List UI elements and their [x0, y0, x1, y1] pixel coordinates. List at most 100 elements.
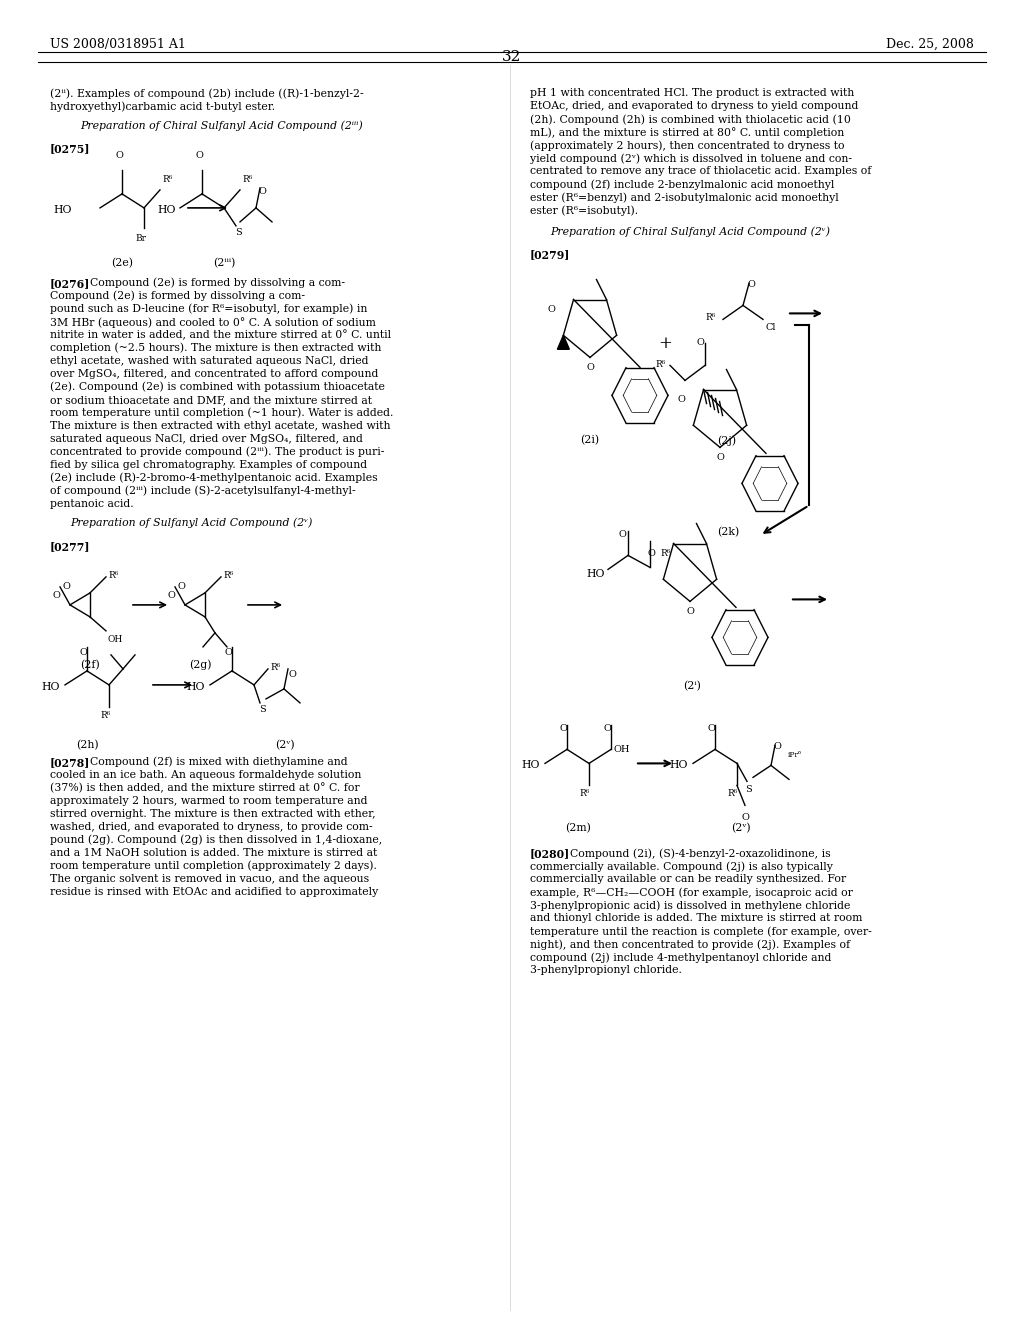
- Text: and a 1M NaOH solution is added. The mixture is stirred at: and a 1M NaOH solution is added. The mix…: [50, 847, 377, 858]
- Text: O: O: [195, 150, 203, 160]
- Text: EtOAc, dried, and evaporated to dryness to yield compound: EtOAc, dried, and evaporated to dryness …: [530, 102, 858, 111]
- Text: The mixture is then extracted with ethyl acetate, washed with: The mixture is then extracted with ethyl…: [50, 421, 390, 430]
- Text: O: O: [79, 648, 87, 657]
- Text: (2e). Compound (2e) is combined with potassium thioacetate: (2e). Compound (2e) is combined with pot…: [50, 381, 385, 392]
- Text: R⁶: R⁶: [580, 789, 590, 799]
- Text: [0279]: [0279]: [530, 249, 570, 260]
- Text: stirred overnight. The mixture is then extracted with ether,: stirred overnight. The mixture is then e…: [50, 809, 376, 818]
- Text: The organic solvent is removed in vacuo, and the aqueous: The organic solvent is removed in vacuo,…: [50, 874, 369, 884]
- Text: HO: HO: [521, 760, 540, 771]
- Text: centrated to remove any trace of thiolacetic acid. Examples of: centrated to remove any trace of thiolac…: [530, 166, 871, 176]
- Text: (2m): (2m): [565, 824, 591, 834]
- Text: commercially available or can be readily synthesized. For: commercially available or can be readily…: [530, 874, 846, 884]
- Text: O: O: [648, 549, 656, 558]
- Text: Cl: Cl: [765, 323, 775, 333]
- Text: S: S: [234, 228, 242, 236]
- Text: completion (~2.5 hours). The mixture is then extracted with: completion (~2.5 hours). The mixture is …: [50, 343, 381, 354]
- Text: HO: HO: [53, 205, 72, 215]
- Text: O: O: [707, 725, 715, 734]
- Text: (2ᵛ): (2ᵛ): [731, 824, 751, 834]
- Text: Preparation of Chiral Sulfanyl Acid Compound (2ⁱⁱⁱ): Preparation of Chiral Sulfanyl Acid Comp…: [80, 120, 362, 131]
- Text: 3-phenylpropionic acid) is dissolved in methylene chloride: 3-phenylpropionic acid) is dissolved in …: [530, 900, 850, 911]
- Text: US 2008/0318951 A1: US 2008/0318951 A1: [50, 38, 186, 51]
- Text: O: O: [62, 582, 70, 591]
- Text: ester (R⁶=benzyl) and 2-isobutylmalonic acid monoethyl: ester (R⁶=benzyl) and 2-isobutylmalonic …: [530, 191, 839, 202]
- Text: pound (2g). Compound (2g) is then dissolved in 1,4-dioxane,: pound (2g). Compound (2g) is then dissol…: [50, 836, 382, 846]
- Text: iPr⁶: iPr⁶: [788, 751, 802, 759]
- Text: OH: OH: [613, 744, 630, 754]
- Text: ethyl acetate, washed with saturated aqueous NaCl, dried: ethyl acetate, washed with saturated aqu…: [50, 356, 369, 366]
- Text: (2h): (2h): [76, 741, 98, 750]
- Text: OH: OH: [108, 635, 123, 644]
- Text: HO: HO: [42, 682, 60, 692]
- Text: (2e): (2e): [111, 257, 133, 268]
- Text: [0280]: [0280]: [530, 849, 570, 859]
- Text: R⁶: R⁶: [728, 789, 738, 799]
- Text: room temperature until completion (approximately 2 days).: room temperature until completion (appro…: [50, 861, 377, 871]
- Text: [0277]: [0277]: [50, 541, 90, 552]
- Text: mL), and the mixture is stirred at 80° C. until completion: mL), and the mixture is stirred at 80° C…: [530, 127, 844, 137]
- Text: (37%) is then added, and the mixture stirred at 0° C. for: (37%) is then added, and the mixture sti…: [50, 783, 359, 793]
- Text: [0278]: [0278]: [50, 756, 90, 768]
- Text: (2ᵛ): (2ᵛ): [275, 741, 295, 750]
- Text: commercially available. Compound (2j) is also typically: commercially available. Compound (2j) is…: [530, 862, 833, 873]
- Text: Compound (2f) is mixed with diethylamine and: Compound (2f) is mixed with diethylamine…: [90, 756, 347, 767]
- Text: S: S: [745, 785, 753, 795]
- Text: fied by silica gel chromatography. Examples of compound: fied by silica gel chromatography. Examp…: [50, 459, 368, 470]
- Text: R⁶: R⁶: [660, 549, 671, 558]
- Text: pound such as D-leucine (for R⁶=isobutyl, for example) in: pound such as D-leucine (for R⁶=isobutyl…: [50, 304, 368, 314]
- Text: (2ⁱⁱ). Examples of compound (2b) include ((R)-1-benzyl-2-: (2ⁱⁱ). Examples of compound (2b) include…: [50, 88, 364, 99]
- Text: +: +: [658, 335, 672, 352]
- Text: O: O: [716, 453, 724, 462]
- Text: O: O: [115, 150, 123, 160]
- Polygon shape: [557, 335, 569, 350]
- Text: hydroxyethyl)carbamic acid t-butyl ester.: hydroxyethyl)carbamic acid t-butyl ester…: [50, 102, 275, 112]
- Text: HO: HO: [670, 760, 688, 771]
- Text: O: O: [773, 742, 781, 751]
- Text: HO: HO: [587, 569, 605, 579]
- Text: Preparation of Sulfanyl Acid Compound (2ᵛ): Preparation of Sulfanyl Acid Compound (2…: [70, 517, 312, 528]
- Text: 3M HBr (aqueous) and cooled to 0° C. A solution of sodium: 3M HBr (aqueous) and cooled to 0° C. A s…: [50, 317, 376, 327]
- Text: ester (R⁶=isobutyl).: ester (R⁶=isobutyl).: [530, 205, 638, 215]
- Text: saturated aqueous NaCl, dried over MgSO₄, filtered, and: saturated aqueous NaCl, dried over MgSO₄…: [50, 434, 362, 444]
- Text: over MgSO₄, filtered, and concentrated to afford compound: over MgSO₄, filtered, and concentrated t…: [50, 368, 379, 379]
- Text: O: O: [224, 648, 232, 657]
- Text: pH 1 with concentrated HCl. The product is extracted with: pH 1 with concentrated HCl. The product …: [530, 88, 854, 98]
- Text: O: O: [748, 280, 755, 289]
- Text: yield compound (2ᵛ) which is dissolved in toluene and con-: yield compound (2ᵛ) which is dissolved i…: [530, 153, 852, 164]
- Text: [0275]: [0275]: [50, 144, 90, 154]
- Text: R⁶: R⁶: [101, 711, 112, 719]
- Text: compound (2j) include 4-methylpentanoyl chloride and: compound (2j) include 4-methylpentanoyl …: [530, 953, 831, 964]
- Text: (2f): (2f): [80, 660, 100, 671]
- Text: (2e) include (R)-2-bromo-4-methylpentanoic acid. Examples: (2e) include (R)-2-bromo-4-methylpentano…: [50, 473, 378, 483]
- Text: nitrite in water is added, and the mixture stirred at 0° C. until: nitrite in water is added, and the mixtu…: [50, 330, 391, 341]
- Text: R⁶: R⁶: [242, 176, 252, 183]
- Text: room temperature until completion (~1 hour). Water is added.: room temperature until completion (~1 ho…: [50, 408, 393, 418]
- Text: O: O: [258, 187, 266, 195]
- Text: O: O: [288, 671, 296, 678]
- Text: of compound (2ⁱⁱⁱ) include (S)-2-acetylsulfanyl-4-methyl-: of compound (2ⁱⁱⁱ) include (S)-2-acetyls…: [50, 486, 355, 496]
- Text: 32: 32: [503, 50, 521, 63]
- Text: O: O: [52, 591, 60, 599]
- Text: washed, dried, and evaporated to dryness, to provide com-: washed, dried, and evaporated to dryness…: [50, 822, 373, 832]
- Text: cooled in an ice bath. An aqueous formaldehyde solution: cooled in an ice bath. An aqueous formal…: [50, 770, 361, 780]
- Text: (2g): (2g): [188, 660, 211, 671]
- Text: [0276]: [0276]: [50, 279, 90, 289]
- Text: R⁶: R⁶: [270, 663, 281, 672]
- Text: O: O: [741, 813, 749, 822]
- Text: O: O: [686, 607, 694, 616]
- Text: (2k): (2k): [717, 528, 739, 537]
- Text: (2ⁱⁱⁱ): (2ⁱⁱⁱ): [213, 257, 236, 268]
- Text: (approximately 2 hours), then concentrated to dryness to: (approximately 2 hours), then concentrat…: [530, 140, 845, 150]
- Text: example, R⁶—CH₂—COOH (for example, isocaproic acid or: example, R⁶—CH₂—COOH (for example, isoca…: [530, 887, 853, 898]
- Text: O: O: [618, 531, 626, 540]
- Text: Preparation of Chiral Sulfanyl Acid Compound (2ᵛ): Preparation of Chiral Sulfanyl Acid Comp…: [550, 226, 830, 236]
- Text: pentanoic acid.: pentanoic acid.: [50, 499, 133, 510]
- Text: Dec. 25, 2008: Dec. 25, 2008: [886, 38, 974, 51]
- Text: O: O: [586, 363, 594, 372]
- Text: HO: HO: [186, 682, 205, 692]
- Text: O: O: [678, 395, 686, 404]
- Text: O: O: [548, 305, 556, 314]
- Text: R⁶: R⁶: [705, 313, 715, 322]
- Text: R⁶: R⁶: [108, 570, 118, 579]
